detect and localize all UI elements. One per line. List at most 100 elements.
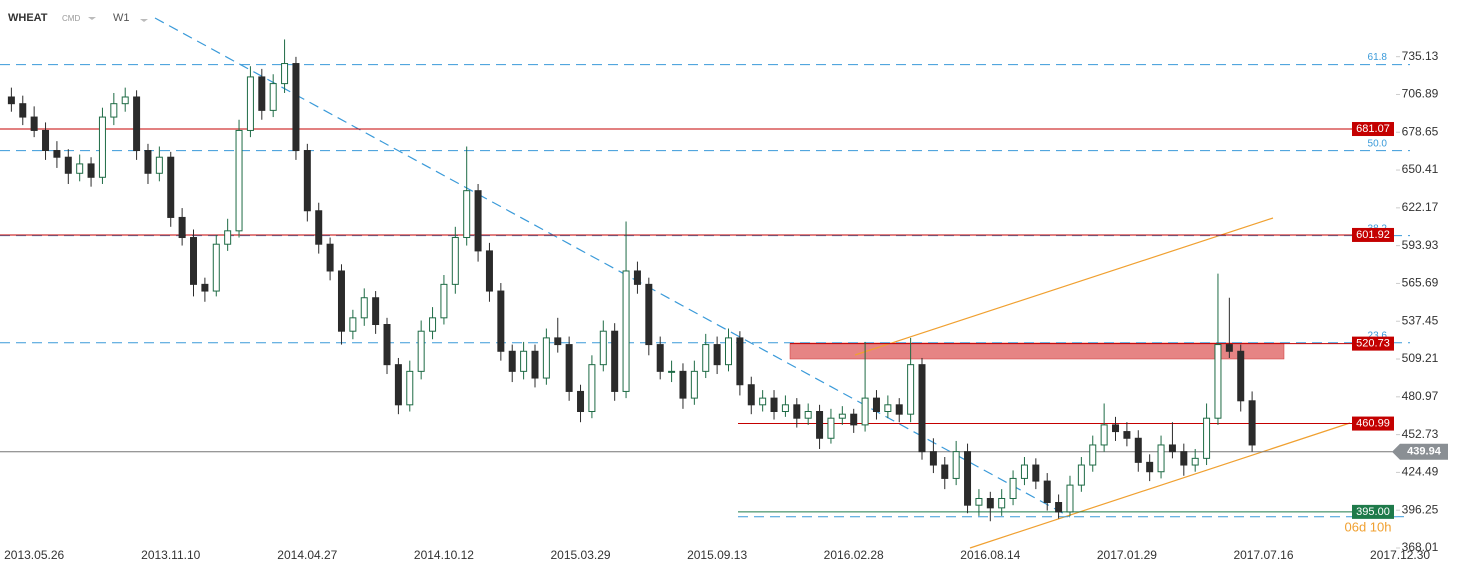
interval[interactable]: W1 [113,12,130,24]
candle-body [235,129,243,232]
resistance-zone [789,342,1285,360]
candle-body [736,337,744,386]
candle-body [1123,431,1131,439]
countdown: 06d 10h [1345,519,1392,534]
candle-body [42,129,50,152]
candle-body [315,210,323,245]
candle-body [337,270,345,332]
candle-body [702,344,710,372]
candle-body [110,103,118,118]
candle-body [838,413,846,419]
candle-body [781,404,789,413]
y-tick-label: 537.45 [1402,313,1439,327]
candle-body [668,370,676,373]
candle-body [1191,457,1199,466]
candle-body [861,397,869,426]
level-label: 681.07 [1356,123,1390,135]
candle-body [929,451,937,466]
candle-body [793,404,801,419]
candle-body [816,411,824,439]
candle-body [1066,484,1074,513]
x-tick-label: 2016.02.28 [824,548,884,562]
candle-body [804,411,812,419]
candle-body [212,243,220,292]
dropdown[interactable] [140,19,148,22]
candle-body [520,350,528,372]
y-tick-label: 396.25 [1402,502,1439,516]
last-price-label: 439.94 [1407,446,1442,458]
candle-body [759,397,767,406]
candle-body [850,413,858,426]
y-tick-label: 565.69 [1402,276,1439,290]
candle-body [98,116,106,178]
candle-body [463,190,471,239]
level-tag [1352,227,1394,242]
candle-body [121,96,129,105]
candle-body [224,230,232,245]
candle-body [724,337,732,366]
support-label: 395.00 [1356,506,1390,518]
candle-body [531,350,539,379]
fib-label: 61.8 [1368,52,1388,63]
x-tick-label: 2013.05.26 [4,548,64,562]
candle-body [303,150,311,212]
candle-body [907,364,915,415]
candle-body [474,190,482,252]
y-tick-label: 593.93 [1402,238,1439,252]
candle-body [258,76,266,111]
candle-body [1112,424,1120,433]
x-tick-label: 2015.09.13 [687,548,747,562]
candle-body [998,497,1006,509]
candle-body [713,344,721,366]
fib-label: 23.6 [1368,330,1388,341]
candle-body [246,76,254,131]
x-tick-label: 2017.01.29 [1097,548,1157,562]
y-tick-label: 452.73 [1402,427,1439,441]
y-tick-label: 622.17 [1402,200,1439,214]
candle-body [1237,350,1245,402]
plot: 735.13 706.89 678.65 650.41 622.17 593.93 565.… [0,39,1448,562]
fib-label: 50.0 [1368,138,1388,149]
candle-body [941,464,949,479]
candle-body [155,156,163,174]
symbol[interactable]: WHEAT [8,12,48,24]
candle-body [508,350,516,372]
candle-body [269,83,277,111]
candle-body [611,330,619,392]
candle-body [349,317,357,332]
candle-body [372,297,380,326]
candle-body [167,156,175,218]
candle-body [1157,444,1165,473]
candle-body [952,451,960,479]
candle-body [964,451,972,506]
candle-body [281,63,289,85]
channel-line [969,422,1351,549]
candle-body [1089,444,1097,466]
market: CMD [62,14,80,23]
x-tick-label: 2014.04.27 [277,548,337,562]
candle-body [292,63,300,152]
candle-body [133,96,141,152]
candle-body [1225,344,1233,352]
level-tag [1352,122,1394,137]
candle-body [383,324,391,366]
candle-body [1055,502,1063,513]
level-tag [1352,416,1394,431]
y-tick-label: 706.89 [1402,87,1439,101]
candle-body [1009,477,1017,499]
y-tick-label: 509.21 [1402,351,1439,365]
candle-body [1077,464,1085,486]
candle-body [1214,344,1222,419]
x-tick-label: 2017.07.16 [1233,548,1293,562]
dropdown[interactable] [88,17,96,20]
y-tick-label: 480.97 [1402,389,1439,403]
candle-body [827,417,835,439]
candle-body [1146,461,1154,473]
candle-body [429,317,437,332]
candle-body [30,116,38,131]
level-label: 460.99 [1356,417,1390,429]
channel-line [854,217,1274,356]
candle-body [360,297,368,319]
candle-body [19,103,27,118]
